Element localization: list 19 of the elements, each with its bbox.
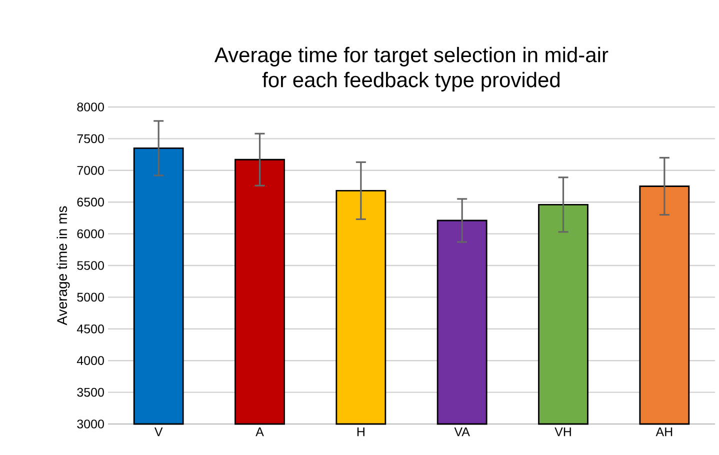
x-tick-label: VA bbox=[454, 428, 470, 436]
x-tick-label: V bbox=[154, 428, 163, 436]
x-tick-label: VH bbox=[554, 428, 571, 436]
y-tick-label: 6000 bbox=[77, 229, 104, 238]
y-tick-label: 7000 bbox=[77, 166, 104, 175]
x-tick-label: AH bbox=[656, 428, 672, 436]
y-axis-title: Average time in ms bbox=[56, 206, 70, 326]
chart-title: Average time for target selection in mid-air for each feedback type provided bbox=[214, 46, 608, 92]
y-tick-label: 4500 bbox=[76, 324, 104, 334]
y-tick-label: 6500 bbox=[77, 198, 104, 207]
y-tick-label: 4000 bbox=[76, 356, 104, 366]
y-tick-label: 3500 bbox=[77, 388, 104, 397]
x-tick-label: H bbox=[357, 428, 364, 436]
y-tick-label: 8000 bbox=[77, 102, 104, 112]
x-tick-label: A bbox=[256, 428, 264, 436]
y-tick-label: 7500 bbox=[77, 134, 104, 144]
y-tick-label: 5000 bbox=[77, 292, 104, 302]
y-tick-label: 5500 bbox=[77, 261, 104, 270]
y-tick-label: 3000 bbox=[77, 420, 104, 428]
